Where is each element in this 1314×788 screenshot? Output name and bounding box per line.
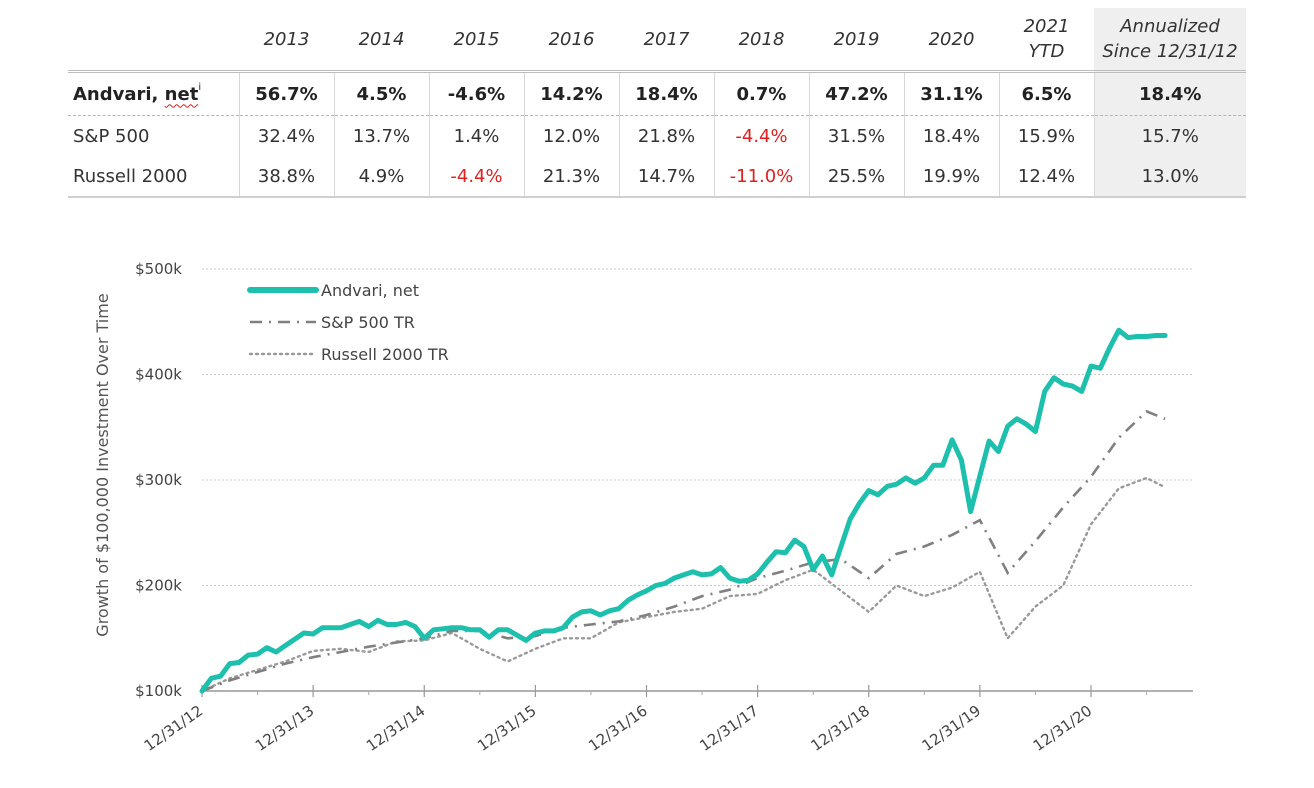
column-header: 2017 xyxy=(619,8,714,72)
table-cell: 12.4% xyxy=(998,156,1094,197)
x-tick-label: 12/31/20 xyxy=(1030,702,1096,755)
column-header-line: 2019 xyxy=(833,28,880,50)
row-label-text-spellcheck: net xyxy=(164,83,199,105)
table-cell: 1.4% xyxy=(428,115,524,156)
column-header-line: 2015 xyxy=(453,28,500,50)
column-header-line: 2017 xyxy=(643,28,690,50)
legend-label: Russell 2000 TR xyxy=(321,345,449,364)
column-header: Annualized Since 12/31/12 xyxy=(1094,8,1246,72)
x-tick-label: 12/31/18 xyxy=(808,702,874,755)
table-cell: 21.3% xyxy=(523,156,619,197)
x-tick-label: 12/31/19 xyxy=(919,702,985,755)
legend-label: Andvari, net xyxy=(321,281,419,300)
table-cell: -4.6% xyxy=(428,71,524,116)
header-blank xyxy=(68,8,239,72)
column-header-line: Since 12/31/12 xyxy=(1102,41,1238,62)
column-header: 2019 xyxy=(809,8,904,72)
table-cell: 15.9% xyxy=(998,115,1094,156)
table-row: Andvari, neti 56.7% 4.5% -4.6% 14.2% 18.4% 0.7… xyxy=(68,71,1246,116)
column-header: 2014 xyxy=(334,8,429,72)
row-label-text: Andvari, xyxy=(73,83,165,105)
table-cell: -4.4% xyxy=(713,115,809,156)
y-tick-label: $400k xyxy=(135,366,182,384)
table-cell: 14.7% xyxy=(618,156,714,197)
table-cell: 56.7% xyxy=(238,71,334,116)
table-cell: 31.1% xyxy=(903,71,999,116)
table-cell: 0.7% xyxy=(713,71,809,116)
x-tick-label: 12/31/12 xyxy=(141,702,207,755)
table-cell: 13.7% xyxy=(333,115,429,156)
legend-label: S&P 500 TR xyxy=(321,313,415,332)
table-cell: 18.4% xyxy=(1093,71,1246,116)
y-tick-label: $100k xyxy=(135,682,182,700)
column-header-line: 2014 xyxy=(358,28,405,50)
column-header-line: 2021 xyxy=(1023,16,1070,37)
y-tick-label: $500k xyxy=(135,260,182,278)
footnote-marker: i xyxy=(198,81,202,93)
table-cell: 19.9% xyxy=(903,156,999,197)
gridlines xyxy=(202,268,1193,586)
column-header: 2016 xyxy=(524,8,619,72)
row-label: S&P 500 xyxy=(73,125,150,147)
x-tick-label: 12/31/17 xyxy=(696,702,762,755)
table-header-row: 2013 2014 2015 2016 2017 2018 2019 2020 2021 YTD A… xyxy=(68,8,1246,72)
table-cell: 47.2% xyxy=(808,71,904,116)
legend: Andvari, net S&P 500 TR Russell 2000 TR xyxy=(247,281,449,364)
table-cell: 4.5% xyxy=(333,71,429,116)
row-label: Russell 2000 xyxy=(73,165,188,187)
column-header-line: YTD xyxy=(1028,41,1065,62)
table-cell: 18.4% xyxy=(903,115,999,156)
table-row: Russell 2000 38.8% 4.9% -4.4% 21.3% 14.7% -11.… xyxy=(68,156,1246,197)
table-cell: -4.4% xyxy=(428,156,524,197)
table-cell: 31.5% xyxy=(808,115,904,156)
y-tick-label: $300k xyxy=(135,471,182,489)
column-header-line: Annualized xyxy=(1120,16,1220,37)
series-lines xyxy=(199,327,1168,694)
table-cell: 13.0% xyxy=(1093,156,1246,197)
table-cell: 4.9% xyxy=(333,156,429,197)
column-header-line: 2013 xyxy=(263,28,310,50)
table-cell: 12.0% xyxy=(523,115,619,156)
y-axis-title: Growth of $100,000 Investment Over Time xyxy=(93,293,112,636)
table-cell: -11.0% xyxy=(713,156,809,197)
table-cell: 21.8% xyxy=(618,115,714,156)
column-header: 2021 YTD xyxy=(999,8,1094,72)
column-header: 2013 xyxy=(239,8,334,72)
y-tick-label: $200k xyxy=(135,577,182,595)
performance-table: 2013 2014 2015 2016 2017 2018 2019 2020 2021 YTD A… xyxy=(68,8,1246,198)
axes: $100k $200k $300k $400k $500k 12/31/12 12/31/1… xyxy=(135,260,1193,755)
column-header: 2018 xyxy=(714,8,809,72)
table-cell: 6.5% xyxy=(998,71,1094,116)
series-line-andvari-net xyxy=(199,327,1168,694)
row-label: Andvari, neti xyxy=(68,72,239,116)
table-cell: 18.4% xyxy=(618,71,714,116)
growth-chart: $100k $200k $300k $400k $500k 12/31/12 12/31/1… xyxy=(93,260,1193,755)
column-header: 2015 xyxy=(429,8,524,72)
table-cell: 38.8% xyxy=(238,156,334,197)
x-tick-label: 12/31/13 xyxy=(252,702,318,755)
table-row: S&P 500 32.4% 13.7% 1.4% 12.0% 21.8% -4.4% 31.5… xyxy=(68,115,1246,156)
x-tick-label: 12/31/14 xyxy=(363,702,429,755)
series-line-s-p-500-tr xyxy=(201,409,1166,693)
column-header-line: 2016 xyxy=(548,28,595,50)
table-cell: 25.5% xyxy=(808,156,904,197)
column-header: 2020 xyxy=(904,8,999,72)
table-cell: 32.4% xyxy=(238,115,334,156)
table-cell: 14.2% xyxy=(523,71,619,116)
table-cell: 15.7% xyxy=(1093,115,1246,156)
column-header-line: 2018 xyxy=(738,28,785,50)
x-tick-label: 12/31/15 xyxy=(474,702,540,755)
x-tick-label: 12/31/16 xyxy=(585,702,651,755)
column-header-line: 2020 xyxy=(928,28,975,50)
series-line-russell-2000-tr xyxy=(200,476,1167,693)
